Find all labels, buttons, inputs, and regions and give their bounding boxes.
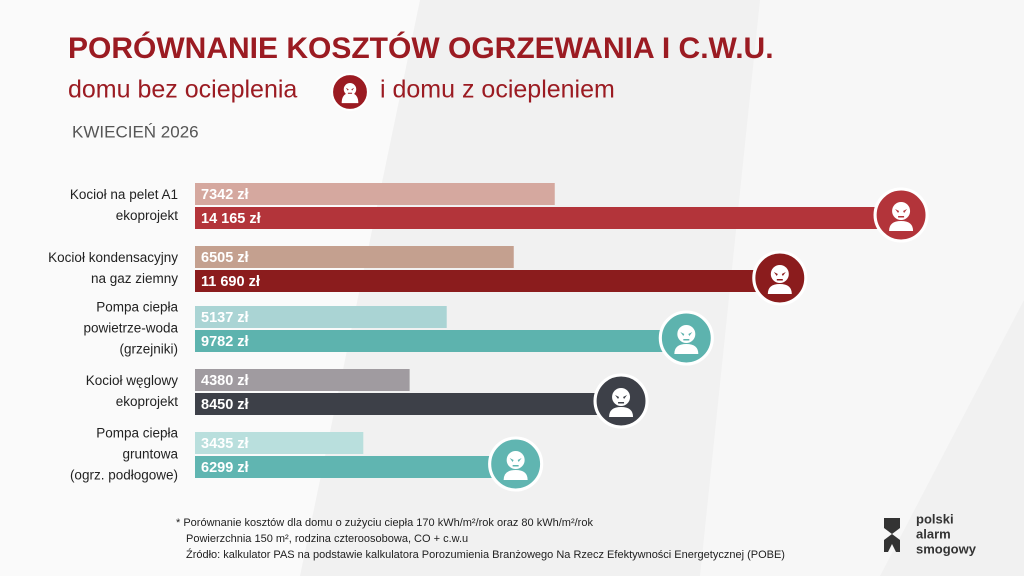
bar [195, 456, 504, 478]
icon-figure [674, 344, 699, 354]
bar [195, 393, 610, 415]
value-label: 4380 zł [201, 373, 249, 389]
logo: polski alarm smogowy [884, 511, 977, 556]
category-label: ekoprojekt [116, 208, 179, 223]
subtitle-left: domu bez ocieplenia [68, 76, 297, 104]
category-label: Kocioł węglowy [86, 373, 179, 388]
smog-icon [752, 250, 808, 306]
category-label: gruntowa [122, 447, 178, 462]
icon-head [612, 388, 631, 406]
category-label: (ogrz. podłogowe) [70, 468, 178, 483]
value-label: 6505 zł [201, 250, 249, 266]
value-label: 7342 zł [201, 187, 249, 203]
smog-icon [658, 310, 714, 366]
value-label: 6299 zł [201, 460, 249, 476]
value-label: 3435 zł [201, 436, 249, 452]
icon-face [680, 332, 693, 341]
smog-icon [873, 187, 929, 243]
smog-icon [488, 436, 544, 492]
smog-icon [593, 373, 649, 429]
date: KWIECIEŃ 2026 [72, 122, 199, 141]
bar [195, 270, 768, 292]
value-label: 5137 zł [201, 310, 249, 326]
value-label: 14 165 zł [201, 211, 261, 227]
icon-figure [767, 284, 792, 294]
icon-face [773, 272, 786, 281]
title: PORÓWNANIE KOSZTÓW OGRZEWANIA I C.W.U. [68, 31, 774, 65]
logo-mark [884, 518, 900, 552]
footnote: Powierzchnia 150 m², rodzina czteroosobo… [186, 533, 468, 545]
icon-face [895, 209, 908, 218]
icon-face [509, 458, 522, 467]
icon-head [677, 325, 696, 343]
smog-icon [330, 72, 370, 112]
logo-text: polski [916, 511, 954, 526]
icon-face [615, 395, 628, 404]
logo-text: alarm [916, 526, 951, 541]
smog-icon [330, 72, 370, 112]
icon-figure [609, 407, 634, 417]
icon-head [892, 202, 911, 220]
bar [195, 183, 555, 205]
icon-figure [341, 93, 359, 104]
logo-text: smogowy [916, 541, 977, 556]
value-label: 11 690 zł [201, 274, 260, 290]
category-label: (grzejniki) [119, 342, 178, 357]
icon-head [770, 265, 789, 283]
icon-face [345, 87, 355, 94]
category-label: na gaz ziemny [91, 271, 178, 286]
category-label: ekoprojekt [116, 394, 179, 409]
icon-head [506, 451, 525, 469]
category-label: Kocioł kondensacyjny [48, 250, 178, 265]
bar [195, 369, 410, 391]
icon-figure [503, 470, 528, 480]
bar [195, 330, 675, 352]
icon-figure [889, 221, 914, 231]
footnote: * Porównanie kosztów dla domu o zużyciu … [176, 517, 593, 529]
value-label: 8450 zł [201, 397, 249, 413]
icon-head [343, 83, 357, 96]
bar [195, 306, 447, 328]
chart: Kocioł na pelet A1 ekoprojekt 7342 zł 14 16… [48, 183, 929, 492]
category-label: Pompa ciepła [96, 426, 178, 441]
category-label: Kocioł na pelet A1 [70, 187, 178, 202]
footnote: Źródło: kalkulator PAS na podstawie kalk… [186, 548, 785, 561]
bar [195, 246, 514, 268]
value-label: 9782 zł [201, 334, 249, 350]
bar [195, 207, 890, 229]
category-label: Pompa ciepła [96, 300, 178, 315]
subtitle-right: i domu z ociepleniem [380, 76, 615, 104]
category-label: powietrze-woda [83, 321, 178, 336]
background-shape [700, 0, 1024, 576]
bar [195, 432, 364, 454]
